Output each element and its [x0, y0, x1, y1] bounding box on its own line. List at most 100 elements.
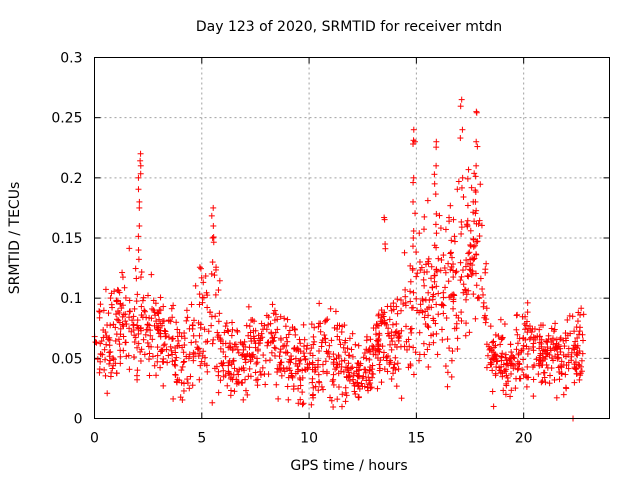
data-point — [362, 369, 369, 376]
data-point — [495, 333, 502, 340]
data-point — [448, 357, 455, 364]
data-point — [372, 351, 379, 358]
data-point — [138, 312, 145, 319]
data-point — [271, 307, 278, 314]
data-series-srmtid — [91, 96, 587, 422]
data-point — [452, 269, 459, 276]
data-point — [303, 346, 310, 353]
data-point — [215, 287, 222, 294]
data-point — [367, 380, 374, 387]
data-point — [114, 308, 121, 315]
data-point — [139, 297, 146, 304]
data-point — [472, 198, 479, 205]
data-point — [558, 370, 565, 377]
data-point — [157, 364, 164, 371]
data-point — [343, 374, 350, 381]
data-point — [500, 361, 507, 368]
data-point — [281, 342, 288, 349]
data-point — [341, 357, 348, 364]
data-point — [474, 238, 481, 245]
data-point — [491, 344, 498, 351]
data-point — [458, 317, 465, 324]
data-point — [196, 264, 203, 271]
data-point — [154, 352, 161, 359]
data-point — [514, 331, 521, 338]
data-point — [140, 336, 147, 343]
data-point — [409, 265, 416, 272]
data-point — [470, 235, 477, 242]
data-point — [530, 347, 537, 354]
data-point — [388, 346, 395, 353]
data-point — [99, 351, 106, 358]
data-point — [157, 348, 164, 355]
data-point — [301, 343, 308, 350]
data-point — [158, 322, 165, 329]
data-point — [458, 309, 465, 316]
data-point — [119, 313, 126, 320]
data-point — [366, 356, 373, 363]
data-point — [195, 345, 202, 352]
data-point — [435, 311, 442, 318]
data-point — [459, 267, 466, 274]
data-point — [136, 198, 143, 205]
data-point — [409, 243, 416, 250]
data-point — [463, 320, 470, 327]
data-point — [130, 321, 137, 328]
data-point — [268, 329, 275, 336]
data-point — [514, 358, 521, 365]
data-point — [404, 346, 411, 353]
data-point — [472, 315, 479, 322]
data-point — [116, 319, 123, 326]
data-point — [224, 327, 231, 334]
data-point — [184, 314, 191, 321]
data-point — [171, 361, 178, 368]
data-point — [393, 383, 400, 390]
data-point — [140, 294, 147, 301]
data-point — [571, 364, 578, 371]
data-point — [398, 297, 405, 304]
data-point — [564, 332, 571, 339]
data-point — [169, 335, 176, 342]
data-point — [455, 178, 462, 185]
data-point — [169, 314, 176, 321]
data-point — [314, 364, 321, 371]
x-axis-label: GPS time / hours — [290, 458, 407, 474]
data-point — [508, 349, 515, 356]
data-point — [392, 329, 399, 336]
data-point — [560, 391, 567, 398]
data-point — [525, 345, 532, 352]
data-point — [189, 322, 196, 329]
data-point — [434, 351, 441, 358]
data-point — [467, 267, 474, 274]
data-point — [289, 373, 296, 380]
data-point — [106, 342, 113, 349]
data-point — [391, 332, 398, 339]
data-point — [343, 392, 350, 399]
data-point — [390, 370, 397, 377]
data-point — [383, 357, 390, 364]
data-point — [220, 340, 227, 347]
data-point — [424, 323, 431, 330]
data-point — [225, 328, 232, 335]
data-point — [425, 312, 432, 319]
data-point — [204, 292, 211, 299]
data-point — [466, 329, 473, 336]
data-point — [480, 303, 487, 310]
data-point — [248, 351, 255, 358]
data-point — [398, 395, 405, 402]
data-point — [180, 349, 187, 356]
data-point — [410, 289, 417, 296]
data-point — [253, 355, 260, 362]
data-point — [390, 306, 397, 313]
data-point — [418, 264, 425, 271]
data-point — [422, 296, 429, 303]
data-point — [318, 383, 325, 390]
data-point — [576, 348, 583, 355]
data-point — [196, 291, 203, 298]
data-point — [387, 359, 394, 366]
x-tick-label: 20 — [515, 431, 533, 447]
data-point — [428, 275, 435, 282]
data-point — [472, 173, 479, 180]
data-point — [282, 350, 289, 357]
data-point — [100, 334, 107, 341]
